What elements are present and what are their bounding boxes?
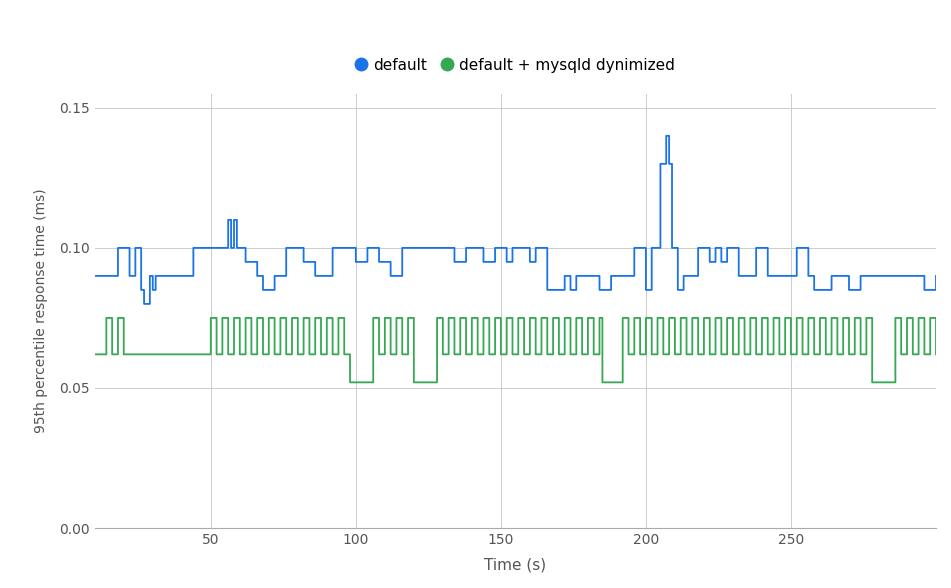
- default + mysqld dynimized: [363, 379, 375, 386]
- default: [361, 245, 373, 252]
- X-axis label: Time (s): Time (s): [484, 558, 547, 573]
- Y-axis label: 95th percentile response time (ms): 95th percentile response time (ms): [34, 189, 48, 433]
- default: [673, 286, 685, 293]
- default: [540, 245, 552, 252]
- default: [89, 272, 101, 279]
- default: [930, 272, 941, 279]
- default + mysqld dynimized: [102, 315, 113, 322]
- default + mysqld dynimized: [673, 351, 685, 358]
- default + mysqld dynimized: [89, 351, 101, 358]
- default + mysqld dynimized: [344, 379, 356, 386]
- default + mysqld dynimized: [520, 351, 532, 358]
- default: [138, 300, 149, 308]
- Line: default + mysqld dynimized: default + mysqld dynimized: [95, 318, 936, 382]
- Legend: default, default + mysqld dynimized: default, default + mysqld dynimized: [356, 58, 674, 73]
- default + mysqld dynimized: [930, 351, 941, 358]
- default + mysqld dynimized: [541, 351, 553, 358]
- default + mysqld dynimized: [98, 351, 109, 358]
- Line: default: default: [95, 136, 936, 304]
- default: [98, 272, 109, 279]
- default: [101, 272, 112, 279]
- default: [661, 132, 672, 139]
- default: [518, 245, 530, 252]
- default + mysqld dynimized: [101, 315, 112, 322]
